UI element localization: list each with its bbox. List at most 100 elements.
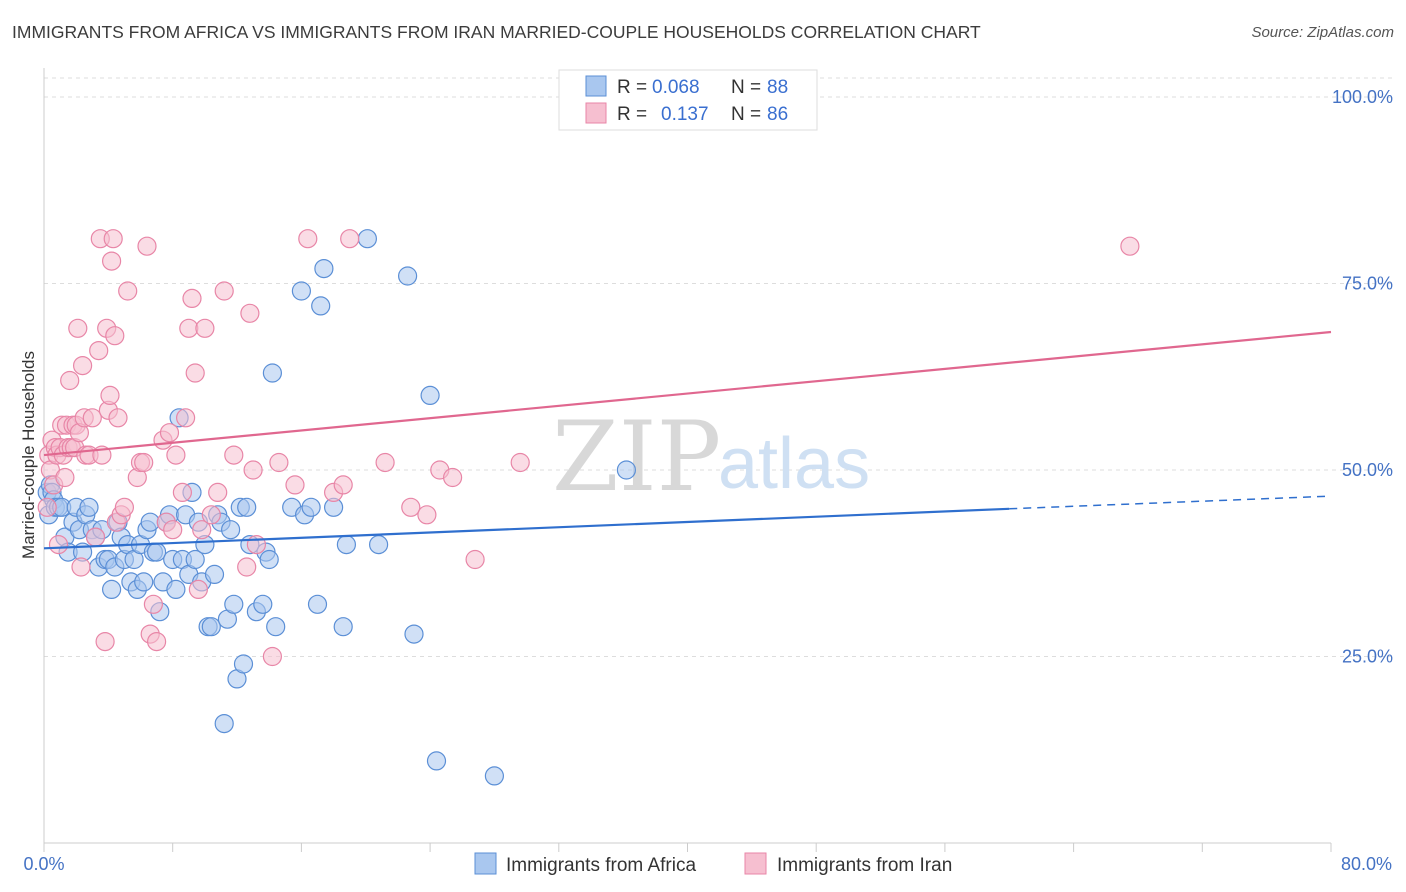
point-iran-55 <box>172 482 192 502</box>
point-iran-37 <box>105 326 125 346</box>
legend-iran-r: 0.137 <box>661 104 709 125</box>
point-iran-53 <box>163 520 183 540</box>
point-iran-34 <box>100 385 120 405</box>
legend-swatch-iran <box>585 102 607 124</box>
point-africa-69 <box>259 549 279 570</box>
point-iran-48 <box>143 594 163 614</box>
point-africa-84 <box>398 266 418 286</box>
point-africa-71 <box>266 617 286 637</box>
point-africa-81 <box>336 534 356 555</box>
point-iran-68 <box>240 303 260 323</box>
point-iran-80 <box>417 505 437 525</box>
point-iran-76 <box>333 475 353 495</box>
point-africa-22 <box>101 579 122 600</box>
y-tick-label-25: 25.0% <box>1342 647 1393 667</box>
legend-swatch-africa-bottom <box>474 852 497 875</box>
legend-iran-r-label: R = <box>617 104 647 125</box>
point-iran-59 <box>185 363 205 383</box>
x-tick-label-min: 0.0% <box>23 854 64 874</box>
watermark-zip: ZIP <box>552 401 721 513</box>
point-iran-52 <box>159 423 180 443</box>
point-iran-14 <box>60 370 80 391</box>
trend-line-africa <box>43 507 1010 550</box>
point-africa-53 <box>201 617 221 637</box>
legend-africa-r: 0.068 <box>652 77 700 98</box>
point-africa-42 <box>166 579 186 600</box>
y-tick-label-50: 50.0% <box>1342 460 1393 480</box>
y-tick-label-75: 75.0% <box>1342 274 1393 294</box>
point-iran-83 <box>465 549 485 570</box>
legend-africa-r-label: R = <box>617 77 647 98</box>
point-africa-34 <box>140 512 160 532</box>
point-africa-87 <box>426 751 447 771</box>
point-africa-86 <box>420 385 440 405</box>
point-iran-74 <box>298 229 318 249</box>
point-iran-42 <box>118 281 138 301</box>
point-iran-41 <box>114 497 135 517</box>
point-iran-62 <box>195 318 215 338</box>
point-iran-56 <box>176 408 196 428</box>
point-africa-76 <box>307 594 328 614</box>
point-africa-73 <box>291 281 311 301</box>
point-iran-27 <box>85 527 106 547</box>
point-iran-65 <box>214 281 234 301</box>
point-africa-54 <box>204 564 225 585</box>
point-iran-26 <box>82 408 102 428</box>
point-iran-46 <box>137 236 157 256</box>
point-iran-64 <box>208 482 228 502</box>
point-africa-85 <box>404 624 424 644</box>
point-africa-63 <box>233 654 254 674</box>
point-africa-48 <box>185 549 205 570</box>
x-tick-labels: 0.0% 80.0% <box>23 854 1392 874</box>
trend-line-iran <box>43 330 1332 457</box>
point-africa-80 <box>333 617 353 637</box>
legend-africa-n-label: N = <box>731 77 761 98</box>
point-africa-75 <box>301 497 321 517</box>
point-iran-31 <box>95 631 115 652</box>
point-africa-15 <box>79 497 99 517</box>
point-iran-72 <box>269 452 289 473</box>
legend-africa-n: 88 <box>767 77 788 98</box>
point-africa-59 <box>221 520 241 540</box>
point-iran-85 <box>1120 236 1140 256</box>
trend-line-africa-extension <box>1009 495 1332 510</box>
legend-iran-n: 86 <box>767 104 788 125</box>
point-africa-57 <box>214 713 234 734</box>
point-iran-69 <box>243 460 263 480</box>
stats-legend: R = 0.068 N = 88 R = 0.137 N = 86 <box>558 69 818 131</box>
point-iran-11 <box>55 467 75 488</box>
point-iran-79 <box>401 497 421 517</box>
x-tick-label-max: 80.0% <box>1341 854 1392 874</box>
point-africa-88 <box>484 766 504 786</box>
point-africa-78 <box>314 259 334 279</box>
point-africa-32 <box>134 572 154 592</box>
point-iran-54 <box>166 445 186 465</box>
legend-swatch-iran-bottom <box>744 852 767 875</box>
point-iran-77 <box>340 229 360 249</box>
point-iran-45 <box>134 452 154 473</box>
watermark: ZIP atlas <box>552 401 870 513</box>
point-iran-7 <box>48 534 69 555</box>
point-iran-71 <box>262 646 282 667</box>
point-africa-89 <box>616 460 637 480</box>
point-iran-28 <box>89 341 109 361</box>
point-iran-21 <box>71 557 91 577</box>
point-africa-82 <box>357 229 377 249</box>
point-iran-22 <box>72 356 93 376</box>
point-iran-82 <box>443 467 463 488</box>
point-africa-60 <box>224 594 244 614</box>
y-axis-title: Married-couple Households <box>19 351 38 559</box>
point-iran-67 <box>237 557 257 577</box>
trend-lines <box>43 330 1332 550</box>
point-iran-36 <box>103 229 123 249</box>
watermark-atlas: atlas <box>718 424 870 504</box>
point-iran-19 <box>68 318 88 338</box>
y-tick-labels: 25.0% 50.0% 75.0% 100.0% <box>1332 87 1393 667</box>
y-tick-label-100: 100.0% <box>1332 87 1393 107</box>
point-iran-35 <box>101 251 122 271</box>
series-africa-points <box>37 229 637 786</box>
legend-label-africa: Immigrants from Africa <box>506 855 696 876</box>
point-iran-61 <box>192 520 212 540</box>
legend-label-iran: Immigrants from Iran <box>777 855 952 876</box>
